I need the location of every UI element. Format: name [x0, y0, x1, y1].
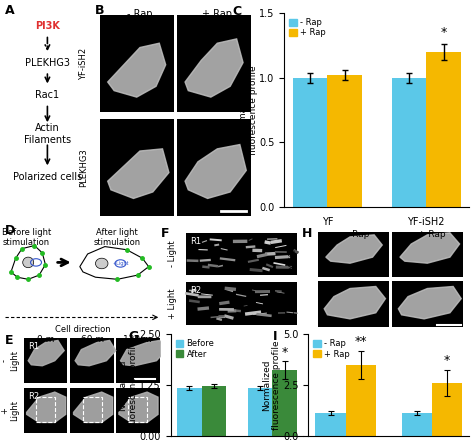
- Text: 0 m: 0 m: [36, 335, 54, 345]
- Text: +
Light: + Light: [0, 400, 19, 421]
- Text: PLEKHG3: PLEKHG3: [79, 148, 88, 187]
- Text: G: G: [128, 330, 138, 343]
- Y-axis label: Normalized
fluorescence profile: Normalized fluorescence profile: [238, 65, 258, 155]
- Text: R2: R2: [28, 392, 39, 401]
- FancyBboxPatch shape: [318, 282, 389, 327]
- Polygon shape: [80, 246, 149, 279]
- Text: 120 m: 120 m: [123, 335, 152, 345]
- Ellipse shape: [95, 258, 108, 269]
- Polygon shape: [398, 286, 461, 319]
- Polygon shape: [185, 144, 246, 198]
- Polygon shape: [27, 392, 66, 422]
- Legend: - Rap, + Rap: - Rap, + Rap: [312, 338, 350, 359]
- Text: - Rap: - Rap: [346, 230, 370, 239]
- Text: + Rap: + Rap: [202, 9, 232, 19]
- Bar: [401, 413, 432, 436]
- Polygon shape: [400, 233, 460, 263]
- FancyBboxPatch shape: [392, 232, 463, 277]
- Text: -
Light: - Light: [0, 350, 19, 371]
- Text: + Light: + Light: [168, 289, 177, 319]
- Text: **: **: [355, 335, 367, 348]
- Bar: [315, 413, 346, 436]
- Text: R2: R2: [190, 286, 201, 296]
- Text: F-actin: F-actin: [290, 291, 299, 317]
- Text: + Rap: + Rap: [419, 230, 446, 239]
- Text: Time (120 min): Time (120 min): [210, 344, 273, 353]
- Text: YF-iSH2: YF-iSH2: [79, 48, 88, 80]
- Text: Cell direction: Cell direction: [55, 325, 111, 334]
- Polygon shape: [108, 43, 166, 97]
- FancyBboxPatch shape: [318, 232, 389, 277]
- FancyBboxPatch shape: [100, 15, 174, 112]
- Text: R1: R1: [190, 237, 201, 246]
- Ellipse shape: [23, 257, 34, 268]
- FancyBboxPatch shape: [392, 282, 463, 327]
- Polygon shape: [11, 246, 46, 279]
- Text: R1: R1: [28, 342, 39, 352]
- Polygon shape: [120, 341, 166, 366]
- FancyBboxPatch shape: [100, 119, 174, 216]
- Text: H: H: [301, 227, 312, 240]
- FancyBboxPatch shape: [24, 388, 67, 433]
- Text: +Light: +Light: [112, 261, 129, 266]
- Polygon shape: [75, 341, 116, 366]
- Text: Actin
Filaments: Actin Filaments: [24, 123, 71, 145]
- Text: PLEKHG3: PLEKHG3: [25, 58, 70, 68]
- Polygon shape: [326, 235, 382, 263]
- FancyBboxPatch shape: [186, 282, 297, 325]
- Text: After light
stimulation: After light stimulation: [94, 227, 141, 247]
- Bar: [247, 388, 273, 436]
- Legend: - Rap, + Rap: - Rap, + Rap: [289, 17, 327, 38]
- Text: F: F: [161, 227, 169, 240]
- Polygon shape: [73, 392, 113, 422]
- FancyBboxPatch shape: [177, 15, 251, 112]
- Bar: [201, 386, 227, 436]
- FancyBboxPatch shape: [71, 338, 114, 383]
- Text: C: C: [233, 5, 242, 18]
- Text: Before light
stimulation: Before light stimulation: [2, 227, 51, 247]
- Bar: [328, 75, 362, 207]
- FancyBboxPatch shape: [116, 388, 160, 433]
- Polygon shape: [119, 392, 158, 422]
- Bar: [426, 52, 461, 207]
- FancyBboxPatch shape: [24, 338, 67, 383]
- Y-axis label: Normalized
fluorescence profile: Normalized fluorescence profile: [118, 340, 138, 430]
- Text: - Light: - Light: [168, 241, 177, 268]
- Text: *: *: [444, 354, 450, 367]
- Text: D: D: [5, 224, 15, 238]
- Text: I: I: [273, 330, 277, 343]
- Text: A: A: [5, 4, 14, 18]
- Text: Rac1: Rac1: [36, 90, 59, 100]
- Polygon shape: [185, 39, 243, 97]
- Text: *: *: [282, 346, 288, 359]
- Legend: Before, After: Before, After: [175, 338, 215, 359]
- Text: 60 m: 60 m: [81, 335, 104, 345]
- Text: B: B: [95, 4, 104, 18]
- Polygon shape: [28, 341, 64, 366]
- FancyBboxPatch shape: [177, 119, 251, 216]
- Text: PI3K: PI3K: [35, 21, 60, 31]
- Text: E: E: [5, 334, 13, 348]
- Text: *: *: [440, 26, 447, 39]
- Bar: [177, 388, 201, 436]
- Bar: [293, 78, 328, 207]
- FancyBboxPatch shape: [71, 388, 114, 433]
- Bar: [392, 78, 426, 207]
- Bar: [346, 365, 376, 436]
- Text: Polarized cells: Polarized cells: [13, 172, 82, 182]
- Y-axis label: Normalized
fluorescence profile: Normalized fluorescence profile: [262, 340, 282, 430]
- Bar: [273, 370, 297, 436]
- FancyBboxPatch shape: [116, 338, 160, 383]
- Text: YF-iSH2: YF-iSH2: [290, 240, 299, 269]
- Polygon shape: [108, 149, 169, 198]
- Text: - Rap: - Rap: [127, 9, 153, 19]
- FancyBboxPatch shape: [186, 233, 297, 275]
- Polygon shape: [324, 286, 385, 319]
- Bar: [432, 383, 462, 436]
